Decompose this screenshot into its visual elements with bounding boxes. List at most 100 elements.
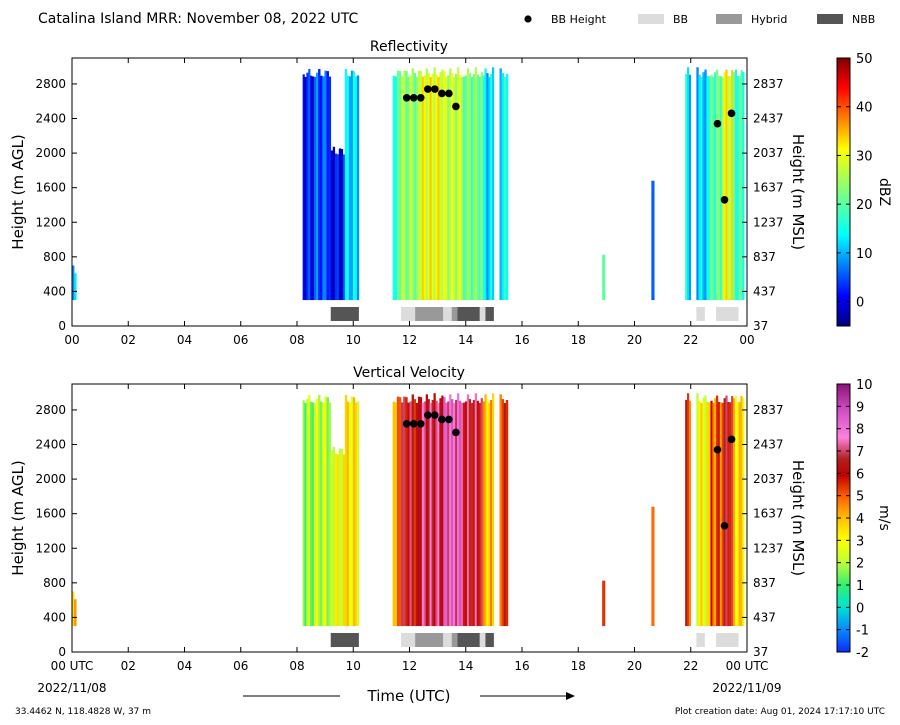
- colorbar-tick-label: -1: [856, 624, 869, 639]
- echo-cell: [336, 454, 340, 627]
- echo-cell: [330, 150, 334, 301]
- echo-cell: [501, 399, 505, 627]
- echo-cell: [423, 75, 427, 301]
- echo-cell: [460, 402, 464, 627]
- echo-cell: [488, 403, 491, 627]
- bb-type-bar: [401, 633, 416, 647]
- y-tick-label: 1200: [35, 541, 66, 555]
- bb-height-point: [452, 102, 460, 111]
- echo-cell: [336, 154, 340, 301]
- echo-cell: [338, 448, 342, 627]
- echo-cell: [405, 71, 408, 301]
- echo-cell: [427, 73, 430, 301]
- echo-cell: [455, 399, 458, 627]
- echo-cell: [700, 402, 703, 627]
- echo-cell: [352, 397, 356, 627]
- echo-cell: [342, 154, 346, 301]
- y-tick-label-right: 1637: [753, 181, 784, 195]
- echo-cell: [459, 400, 462, 627]
- echo-cell: [712, 76, 715, 301]
- echo-cell: [338, 148, 342, 301]
- y-tick-label-right: 2837: [753, 403, 784, 417]
- bb-height-point: [438, 415, 446, 424]
- echo-cell: [731, 396, 734, 627]
- echo-cell: [423, 401, 427, 627]
- echo-cell: [687, 393, 690, 627]
- echo-cell: [685, 73, 688, 301]
- echo-cell: [415, 403, 419, 627]
- echo-cell: [702, 72, 705, 301]
- y-tick-label: 400: [43, 284, 66, 298]
- echo-cell: [437, 76, 440, 301]
- echo-cell: [492, 67, 495, 301]
- bb-type-bar: [443, 633, 452, 647]
- echo-cell: [407, 76, 410, 301]
- y-tick-label-right: 837: [753, 250, 776, 264]
- y-tick-label-right: 2437: [753, 438, 784, 452]
- echo-cell: [451, 399, 454, 627]
- echo-cell: [698, 74, 701, 301]
- echo-cell: [320, 401, 323, 627]
- y-tick-label: 1600: [35, 507, 66, 521]
- echo-cell: [315, 72, 319, 301]
- colorbar-tick-label: 0: [856, 296, 864, 311]
- echo-cell: [354, 402, 358, 627]
- echo-cell: [344, 394, 348, 627]
- y-axis-label-right: Height (m MSL): [789, 460, 807, 576]
- colorbar-tick-label: 0: [856, 601, 864, 616]
- colorbar: [836, 57, 851, 327]
- echo-cell: [734, 69, 737, 301]
- x-tick-label: 10: [346, 659, 361, 673]
- x-tick-label: 02: [121, 333, 136, 347]
- echo-cell: [350, 396, 354, 627]
- echo-cell: [738, 76, 741, 301]
- y-tick-label-right: 437: [753, 610, 776, 624]
- bb-height-point: [402, 419, 411, 428]
- echo-cell: [698, 400, 701, 627]
- echo-cell: [476, 400, 479, 627]
- x-tick-label: 00: [739, 333, 754, 347]
- echo-cell: [429, 403, 432, 627]
- echo-cell: [413, 399, 417, 627]
- echo-cell: [445, 76, 448, 301]
- y-tick-label-right: 1637: [753, 507, 784, 521]
- echo-cell: [470, 77, 474, 301]
- echo-cell: [451, 73, 454, 301]
- colorbar-tick-label: 10: [856, 378, 873, 393]
- colorbar-tick-label: 8: [856, 423, 864, 438]
- echo-cell: [602, 254, 606, 301]
- echo-cell: [429, 77, 432, 301]
- echo-cell: [417, 70, 421, 301]
- bb-type-bar: [716, 307, 739, 321]
- y-axis-left: 0 400 800 1200 1600 2000 2400 2800: [35, 77, 77, 333]
- y-tick-label-right: 1237: [753, 215, 784, 229]
- plot-creation-date: Plot creation date: Aug 01, 2024 17:17:1…: [675, 707, 885, 717]
- colorbar-tick-label: 4: [856, 512, 864, 527]
- echo-cell: [455, 73, 458, 301]
- echo-cell: [710, 400, 713, 627]
- bb-height-point: [416, 419, 425, 428]
- echo-cell: [482, 75, 485, 301]
- echo-cell: [411, 394, 415, 627]
- echo-cell: [503, 77, 507, 301]
- y-tick-label-right: 2037: [753, 146, 784, 160]
- echo-cell: [687, 67, 690, 301]
- echo-cell: [401, 76, 404, 301]
- bb-type-bar: [479, 633, 486, 647]
- echo-cell: [326, 397, 329, 627]
- echo-cell: [348, 402, 352, 627]
- echo-cell: [736, 402, 739, 627]
- echo-cell: [719, 402, 722, 627]
- echo-cell: [472, 73, 476, 301]
- bb-height-point: [720, 521, 729, 530]
- echo-cell: [409, 75, 412, 301]
- echo-cell: [326, 71, 329, 301]
- echo-cell: [472, 399, 476, 627]
- echo-cell: [651, 180, 655, 301]
- echo-cell: [478, 402, 481, 627]
- colorbar-tick-label: 50: [856, 52, 873, 67]
- y-tick-label: 800: [43, 576, 66, 590]
- legend-bb-label: BB: [673, 13, 688, 26]
- echo-cell: [499, 68, 502, 301]
- echo-cell: [346, 75, 350, 301]
